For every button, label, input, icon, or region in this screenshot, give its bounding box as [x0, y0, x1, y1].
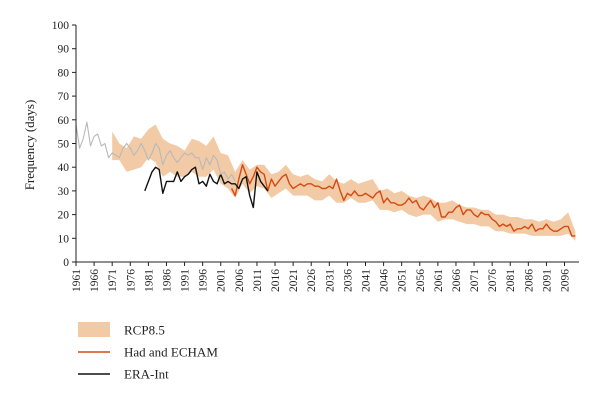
x-tick-label: 2031 — [324, 269, 336, 292]
x-tick-label: 2011 — [252, 269, 264, 292]
axes — [72, 24, 579, 266]
rcp85-band-layer — [112, 124, 576, 241]
y-axis-title: Frequency (days) — [22, 100, 37, 191]
legend: RCP8.5 Had and ECHAM ERA-Int — [78, 322, 218, 382]
x-tick-label: 2091 — [541, 269, 553, 292]
series-lines-layer — [75, 121, 576, 237]
x-tick-label: 2066 — [451, 269, 463, 292]
x-tick-label: 2046 — [379, 269, 391, 292]
era-int-line — [144, 166, 269, 209]
y-tick-label: 60 — [58, 115, 70, 127]
x-tick-label: 1996 — [198, 269, 210, 292]
y-tick-labels: 0 10 20 30 40 50 60 70 80 90 100 — [52, 20, 70, 269]
x-tick-label: 2086 — [523, 269, 535, 292]
x-tick-label: 2006 — [234, 269, 246, 292]
x-tick-labels: 1961 1966 1971 1976 1981 1986 1991 1996 2001 2006… — [71, 269, 572, 292]
x-tick-label: 1971 — [107, 269, 119, 292]
y-tick-label: 100 — [52, 20, 70, 32]
y-tick-label: 10 — [58, 233, 70, 245]
x-tick-label: 2096 — [560, 269, 572, 292]
y-tick-label: 40 — [58, 162, 70, 174]
y-tick-label: 30 — [58, 186, 70, 198]
x-tick-label: 2016 — [270, 269, 282, 292]
x-tick-label: 2026 — [306, 269, 318, 292]
x-tick-label: 2076 — [487, 269, 499, 292]
x-tick-label: 2051 — [397, 269, 409, 292]
x-tick-label: 2036 — [342, 269, 354, 292]
legend-label-era-int: ERA-Int — [124, 367, 169, 382]
legend-label-had-and-echam: Had and ECHAM — [124, 345, 218, 360]
x-tick-label: 1976 — [125, 269, 137, 292]
x-tick-label: 2081 — [505, 269, 517, 292]
had-and-echam-line — [230, 164, 576, 237]
historical-gray-line — [75, 121, 236, 182]
x-tick-label: 1986 — [161, 269, 173, 292]
y-tick-label: 0 — [63, 257, 69, 269]
y-tick-label: 90 — [58, 44, 70, 56]
x-tick-label: 2041 — [360, 269, 372, 292]
x-tick-label: 2001 — [216, 269, 228, 292]
x-tick-label: 2056 — [415, 269, 427, 292]
x-tick-label: 1961 — [71, 269, 83, 292]
x-tick-label: 2021 — [288, 269, 300, 292]
y-tick-label: 20 — [58, 210, 70, 222]
y-tick-label: 70 — [58, 91, 70, 103]
legend-swatch-rcp8-5 — [78, 322, 110, 337]
x-tick-label: 1981 — [143, 269, 155, 292]
x-tick-label: 1966 — [89, 269, 101, 292]
rcp85-band — [112, 124, 576, 241]
x-tick-label: 1991 — [180, 269, 192, 292]
x-tick-label: 2061 — [433, 269, 445, 292]
legend-label-rcp8-5: RCP8.5 — [124, 323, 165, 338]
x-tick-label: 2071 — [469, 269, 481, 292]
y-tick-label: 80 — [58, 67, 70, 79]
y-tick-label: 50 — [58, 139, 70, 151]
